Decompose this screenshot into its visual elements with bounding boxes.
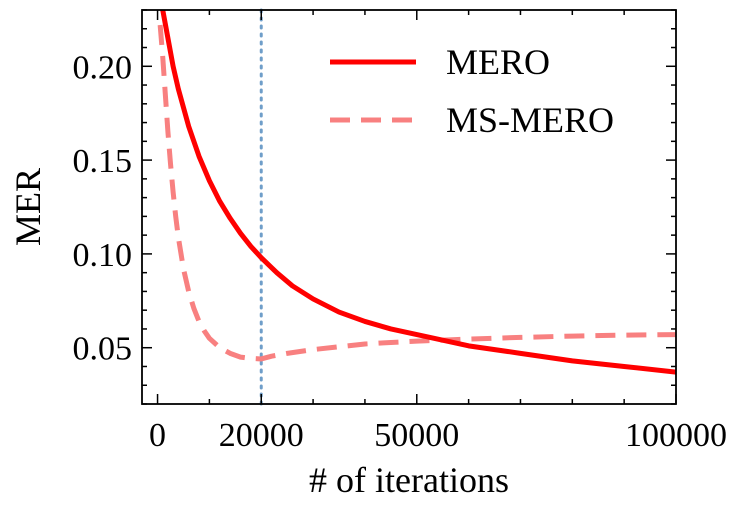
legend-label-mero: MERO: [446, 42, 550, 82]
legend: MERO MS-MERO: [330, 42, 614, 140]
series-line-ms-mero: [157, 24, 676, 362]
y-tick-label-0-20: 0.20: [73, 49, 133, 86]
series-layer: [157, 10, 676, 375]
y-tick-label-0-10: 0.10: [73, 237, 133, 274]
plot-frame: [141, 9, 677, 405]
x-axis-label: # of iterations: [309, 460, 509, 500]
y-axis-label: MER: [8, 168, 48, 246]
series-line-mero: [160, 10, 676, 375]
x-tick-label-100000: 100000: [625, 417, 727, 454]
x-tick-label-0: 0: [149, 417, 166, 454]
x-tick-label-50000: 50000: [374, 417, 459, 454]
legend-label-ms-mero: MS-MERO: [446, 100, 614, 140]
y-tick-label-0-15: 0.15: [73, 143, 133, 180]
tick-label-layer: 0 20000 50000 100000 0.05 0.10 0.15 0.20: [73, 49, 728, 454]
x-tick-label-20000: 20000: [219, 417, 304, 454]
y-tick-label-0-05: 0.05: [73, 331, 133, 368]
